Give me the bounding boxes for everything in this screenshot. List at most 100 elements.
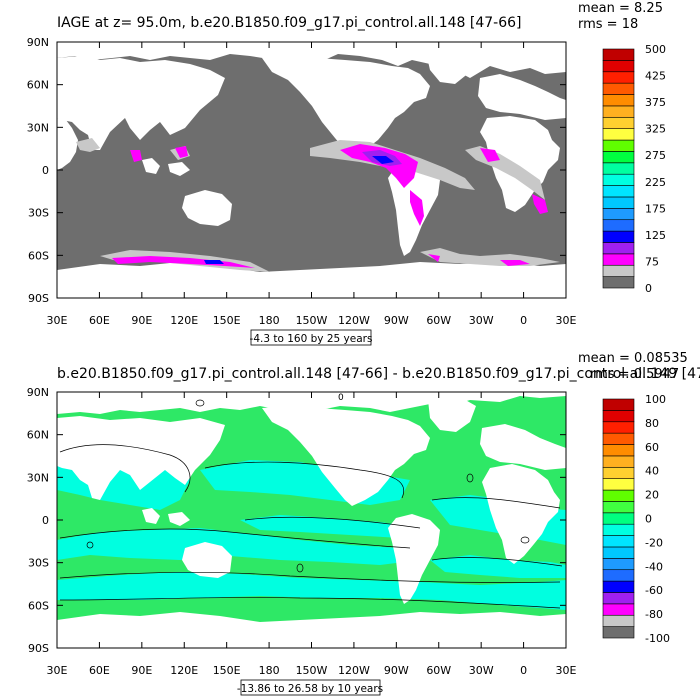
colorbar-box bbox=[602, 614, 635, 627]
panel-1-rms: rms = 18 bbox=[578, 17, 638, 32]
colorbar-box bbox=[602, 569, 635, 582]
panel-2-contour-info: -13.86 to 26.58 by 10 years bbox=[237, 683, 383, 695]
lat-label: 0 bbox=[42, 514, 49, 527]
lon-label: 120W bbox=[338, 664, 370, 677]
colorbar-box bbox=[602, 489, 635, 502]
colorbar-box bbox=[602, 466, 635, 479]
colorbar-box bbox=[602, 242, 635, 255]
colorbar-box bbox=[602, 558, 635, 571]
panel-2-title: b.e20.B1850.f09_g17.pi_control.all.148 [… bbox=[57, 366, 700, 382]
lon-label: 30E bbox=[556, 664, 577, 677]
colorbar-label: 425 bbox=[645, 70, 666, 83]
panel-1-lon-labels: 30E 60E 90E 120E 150E 180 150W 120W 90W 60W 30W 0 30… bbox=[47, 314, 577, 327]
panel-1-ticks bbox=[56, 41, 567, 299]
lon-label: 0 bbox=[520, 664, 527, 677]
lat-label: 30S bbox=[28, 557, 49, 570]
lat-label: 30S bbox=[28, 207, 49, 220]
colorbar-box bbox=[602, 196, 635, 209]
colorbar-label: 0 bbox=[645, 513, 652, 526]
colorbar-box bbox=[602, 444, 635, 457]
lon-label: 120W bbox=[338, 314, 370, 327]
colorbar-box bbox=[602, 580, 635, 593]
colorbar-box bbox=[602, 264, 635, 277]
panel-1-title: IAGE at z= 95.0m, b.e20.B1850.f09_g17.pi… bbox=[57, 15, 522, 31]
colorbar-box bbox=[602, 626, 635, 639]
colorbar-box bbox=[602, 162, 635, 175]
lat-label: 30N bbox=[27, 121, 49, 134]
colorbar-label: 325 bbox=[645, 123, 666, 136]
colorbar-box bbox=[602, 276, 635, 289]
colorbar-label: -40 bbox=[645, 560, 663, 573]
colorbar-box bbox=[602, 455, 635, 468]
lon-label: 150E bbox=[213, 664, 241, 677]
colorbar-box bbox=[602, 185, 635, 198]
panel-1: IAGE at z= 95.0m, b.e20.B1850.f09_g17.pi… bbox=[27, 1, 666, 346]
lon-label: 30W bbox=[469, 664, 494, 677]
colorbar-box bbox=[602, 432, 635, 445]
lon-label: 150W bbox=[296, 664, 328, 677]
lon-label: 0 bbox=[520, 314, 527, 327]
colorbar-box bbox=[602, 523, 635, 536]
lon-label: 90E bbox=[131, 314, 152, 327]
lat-label: 60N bbox=[27, 79, 49, 92]
panel-2-features: 0 bbox=[57, 392, 566, 648]
panel-1-lat-labels: 90N 60N 30N 0 30S 60S 90S bbox=[27, 36, 49, 305]
lon-label: 30E bbox=[556, 314, 577, 327]
colorbar-box bbox=[602, 116, 635, 129]
colorbar-label: 500 bbox=[645, 43, 666, 56]
lon-label: 120E bbox=[170, 664, 198, 677]
colorbar-box bbox=[602, 410, 635, 423]
colorbar-box bbox=[602, 82, 635, 95]
colorbar-box bbox=[602, 398, 635, 411]
lon-label: 120E bbox=[170, 314, 198, 327]
panel-1-colorbar bbox=[602, 48, 635, 289]
panel-1-contour-info: -4.3 to 160 by 25 years bbox=[250, 333, 373, 345]
colorbar-box bbox=[602, 60, 635, 73]
colorbar-box bbox=[602, 128, 635, 141]
colorbar-box bbox=[602, 71, 635, 84]
colorbar-box bbox=[602, 208, 635, 221]
lon-label: 90W bbox=[384, 314, 409, 327]
colorbar-box bbox=[602, 105, 635, 118]
panel-2-contour-label: 0 bbox=[338, 393, 344, 403]
colorbar-label: 225 bbox=[645, 176, 666, 189]
lat-label: 90N bbox=[27, 36, 49, 49]
colorbar-box bbox=[602, 173, 635, 186]
colorbar-label: 20 bbox=[645, 489, 659, 502]
panel-2-colorbar bbox=[602, 398, 635, 639]
lon-label: 30E bbox=[47, 664, 68, 677]
colorbar-box bbox=[602, 501, 635, 514]
panel-1-info-box bbox=[250, 329, 372, 346]
lon-label: 60E bbox=[89, 664, 110, 677]
colorbar-box bbox=[602, 478, 635, 491]
colorbar-box bbox=[602, 151, 635, 164]
panel-2-lat-labels: 90N 60N 30N 0 30S 60S 90S bbox=[27, 386, 49, 655]
panel-2-info-box bbox=[240, 679, 381, 696]
lon-label: 180 bbox=[259, 664, 280, 677]
panel-2: mean = 0.08535 rms = 0.5947 b.e20.B1850.… bbox=[27, 351, 700, 696]
lon-label: 60W bbox=[426, 314, 451, 327]
colorbar-box bbox=[602, 421, 635, 434]
colorbar-box bbox=[602, 219, 635, 232]
colorbar-label: 80 bbox=[645, 417, 659, 430]
lon-label: 90W bbox=[384, 664, 409, 677]
lat-label: 90S bbox=[28, 292, 49, 305]
colorbar-box bbox=[602, 512, 635, 525]
colorbar-box bbox=[602, 535, 635, 548]
lat-label: 90S bbox=[28, 642, 49, 655]
panel-1-map bbox=[56, 41, 567, 299]
colorbar-label: 100 bbox=[645, 393, 666, 406]
lat-label: 90N bbox=[27, 386, 49, 399]
lat-label: 30N bbox=[27, 471, 49, 484]
lat-label: 0 bbox=[42, 164, 49, 177]
colorbar-box bbox=[602, 230, 635, 243]
colorbar-label: 275 bbox=[645, 149, 666, 162]
colorbar-box bbox=[602, 603, 635, 616]
colorbar-label: 75 bbox=[645, 255, 659, 268]
colorbar-label: -80 bbox=[645, 608, 663, 621]
panel-2-ticks bbox=[56, 391, 567, 649]
lon-label: 30W bbox=[469, 314, 494, 327]
panel-1-colorbar-labels: 500 425 375 325 275 225 175 125 75 0 bbox=[645, 43, 666, 295]
panel-2-colorbar-labels: 100 80 60 40 20 0 -20 -40 -60 -80 -100 bbox=[645, 393, 670, 645]
colorbar-box bbox=[602, 592, 635, 605]
